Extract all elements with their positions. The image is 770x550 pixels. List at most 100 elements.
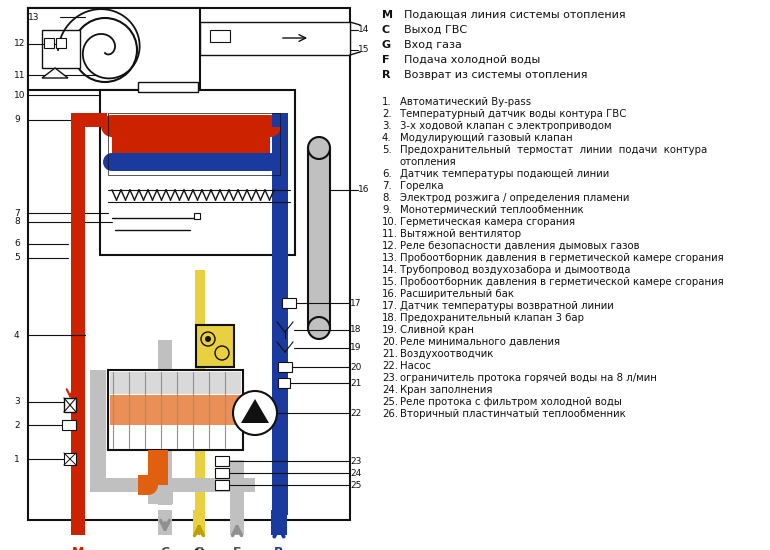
Text: Трубопровод воздухозабора и дымоотвода: Трубопровод воздухозабора и дымоотвода [400, 265, 631, 275]
Text: Температурный датчик воды контура ГВС: Температурный датчик воды контура ГВС [400, 109, 626, 119]
Circle shape [259, 115, 281, 137]
Text: Модулирующий газовый клапан: Модулирующий газовый клапан [400, 133, 573, 143]
Text: 3.: 3. [382, 121, 392, 131]
Bar [210, 30, 230, 42]
Text: 15.: 15. [382, 277, 398, 287]
Circle shape [308, 137, 330, 159]
Bar [272, 113, 288, 127]
Text: Выход ГВС: Выход ГВС [404, 25, 467, 35]
Text: 7: 7 [14, 208, 20, 217]
Circle shape [205, 336, 211, 342]
Bar [112, 153, 270, 171]
Bar [56, 38, 66, 48]
Text: C: C [160, 546, 169, 550]
Text: 19: 19 [350, 344, 361, 353]
Bar [138, 475, 148, 495]
Text: Кран заполнения: Кран заполнения [400, 385, 493, 395]
Text: 10: 10 [14, 91, 25, 100]
Circle shape [215, 346, 229, 360]
Circle shape [138, 475, 158, 495]
Circle shape [233, 391, 277, 435]
Bar [194, 213, 200, 219]
Text: 1: 1 [14, 454, 20, 464]
Text: 14.: 14. [382, 265, 398, 275]
Text: Реле безопасности давления дымовых газов: Реле безопасности давления дымовых газов [400, 241, 640, 251]
Text: 23: 23 [350, 456, 361, 465]
Text: 6: 6 [14, 239, 20, 249]
Text: Электрод розжига / определения пламени: Электрод розжига / определения пламени [400, 193, 629, 203]
Bar [148, 390, 162, 495]
Text: 9: 9 [14, 116, 20, 124]
Text: 20.: 20. [382, 337, 398, 347]
Bar [71, 113, 107, 127]
Circle shape [73, 18, 137, 82]
Text: F: F [233, 546, 241, 550]
Bar [44, 38, 54, 48]
Bar [271, 510, 287, 535]
Text: 3-х ходовой клапан с электроприводом: 3-х ходовой клапан с электроприводом [400, 121, 611, 131]
Bar [71, 115, 85, 495]
Text: 2: 2 [14, 421, 19, 430]
Bar [90, 370, 106, 490]
Text: Расширительный бак: Расширительный бак [400, 289, 514, 299]
Text: 1.: 1. [382, 97, 392, 107]
Text: Датчик температуры подающей линии: Датчик температуры подающей линии [400, 169, 609, 179]
Text: 22.: 22. [382, 361, 398, 371]
Bar [215, 480, 229, 490]
Text: 4.: 4. [382, 133, 392, 143]
Text: 5.: 5. [382, 145, 392, 155]
Text: 10.: 10. [382, 217, 398, 227]
Text: 7.: 7. [382, 181, 392, 191]
Bar [278, 362, 292, 372]
Circle shape [261, 153, 279, 171]
Circle shape [103, 153, 121, 171]
Bar [278, 378, 290, 388]
Bar [42, 30, 80, 68]
Text: C: C [382, 25, 390, 35]
Bar [62, 420, 76, 430]
Text: 5: 5 [14, 254, 20, 262]
Text: 3: 3 [14, 398, 20, 406]
Bar [148, 490, 173, 504]
Text: Вытяжной вентилятор: Вытяжной вентилятор [400, 229, 521, 239]
Text: Горелка: Горелка [400, 181, 444, 191]
Polygon shape [42, 68, 68, 78]
Text: Вход газа: Вход газа [404, 40, 462, 50]
Circle shape [201, 332, 215, 346]
Circle shape [101, 115, 123, 137]
Text: 13: 13 [28, 13, 39, 21]
Text: Насос: Насос [400, 361, 431, 371]
Text: 20: 20 [350, 362, 361, 371]
Bar [308, 148, 330, 328]
Text: 12: 12 [14, 40, 25, 48]
Text: Реле минимального давления: Реле минимального давления [400, 337, 560, 347]
Bar [71, 495, 85, 515]
Bar [195, 330, 235, 340]
Bar [272, 510, 288, 515]
Text: 14: 14 [358, 25, 370, 35]
Bar [272, 115, 288, 510]
Text: 18: 18 [350, 326, 361, 334]
Text: Подача холодной воды: Подача холодной воды [404, 55, 541, 65]
Bar [108, 370, 243, 450]
Bar [110, 395, 241, 425]
Text: ограничитель протока горячей воды на 8 л/мин: ограничитель протока горячей воды на 8 л… [400, 373, 657, 383]
Text: 8: 8 [14, 217, 20, 227]
Text: Предохранительный клапан 3 бар: Предохранительный клапан 3 бар [400, 313, 584, 323]
Bar [100, 90, 295, 255]
Text: 15: 15 [358, 46, 370, 54]
Text: 21.: 21. [382, 349, 398, 359]
Bar [110, 372, 241, 394]
Bar [28, 8, 350, 520]
Text: 24: 24 [350, 469, 361, 477]
Text: M: M [72, 546, 84, 550]
Bar [64, 398, 76, 412]
Bar [112, 137, 270, 153]
Bar [28, 8, 200, 90]
Text: 11.: 11. [382, 229, 398, 239]
Bar [215, 468, 229, 478]
Bar [138, 82, 198, 92]
Text: R: R [274, 546, 284, 550]
Text: 17: 17 [350, 299, 361, 307]
Bar [196, 325, 234, 367]
